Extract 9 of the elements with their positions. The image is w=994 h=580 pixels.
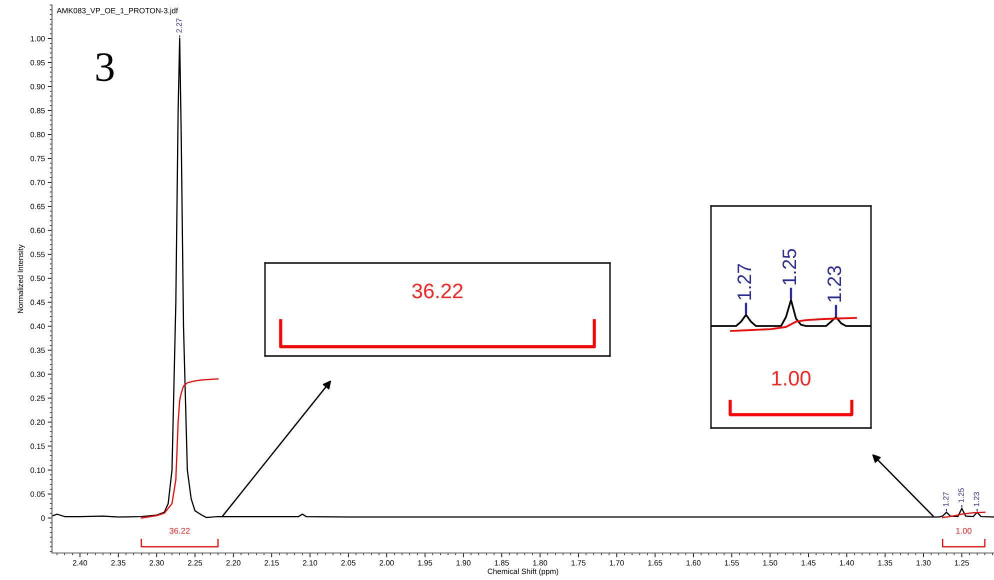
annotation: 1.27 bbox=[737, 264, 752, 300]
annotation: 36.22 bbox=[170, 528, 190, 534]
line-series bbox=[140, 378, 219, 519]
annotation: 1.00 bbox=[956, 528, 972, 534]
annotation: 1.23 bbox=[827, 266, 842, 302]
annotation: 1.25 bbox=[782, 248, 796, 285]
annotation: 36.22 bbox=[412, 284, 463, 298]
annotation: 1.00 bbox=[772, 370, 810, 386]
annotation: 3 bbox=[96, 53, 114, 82]
